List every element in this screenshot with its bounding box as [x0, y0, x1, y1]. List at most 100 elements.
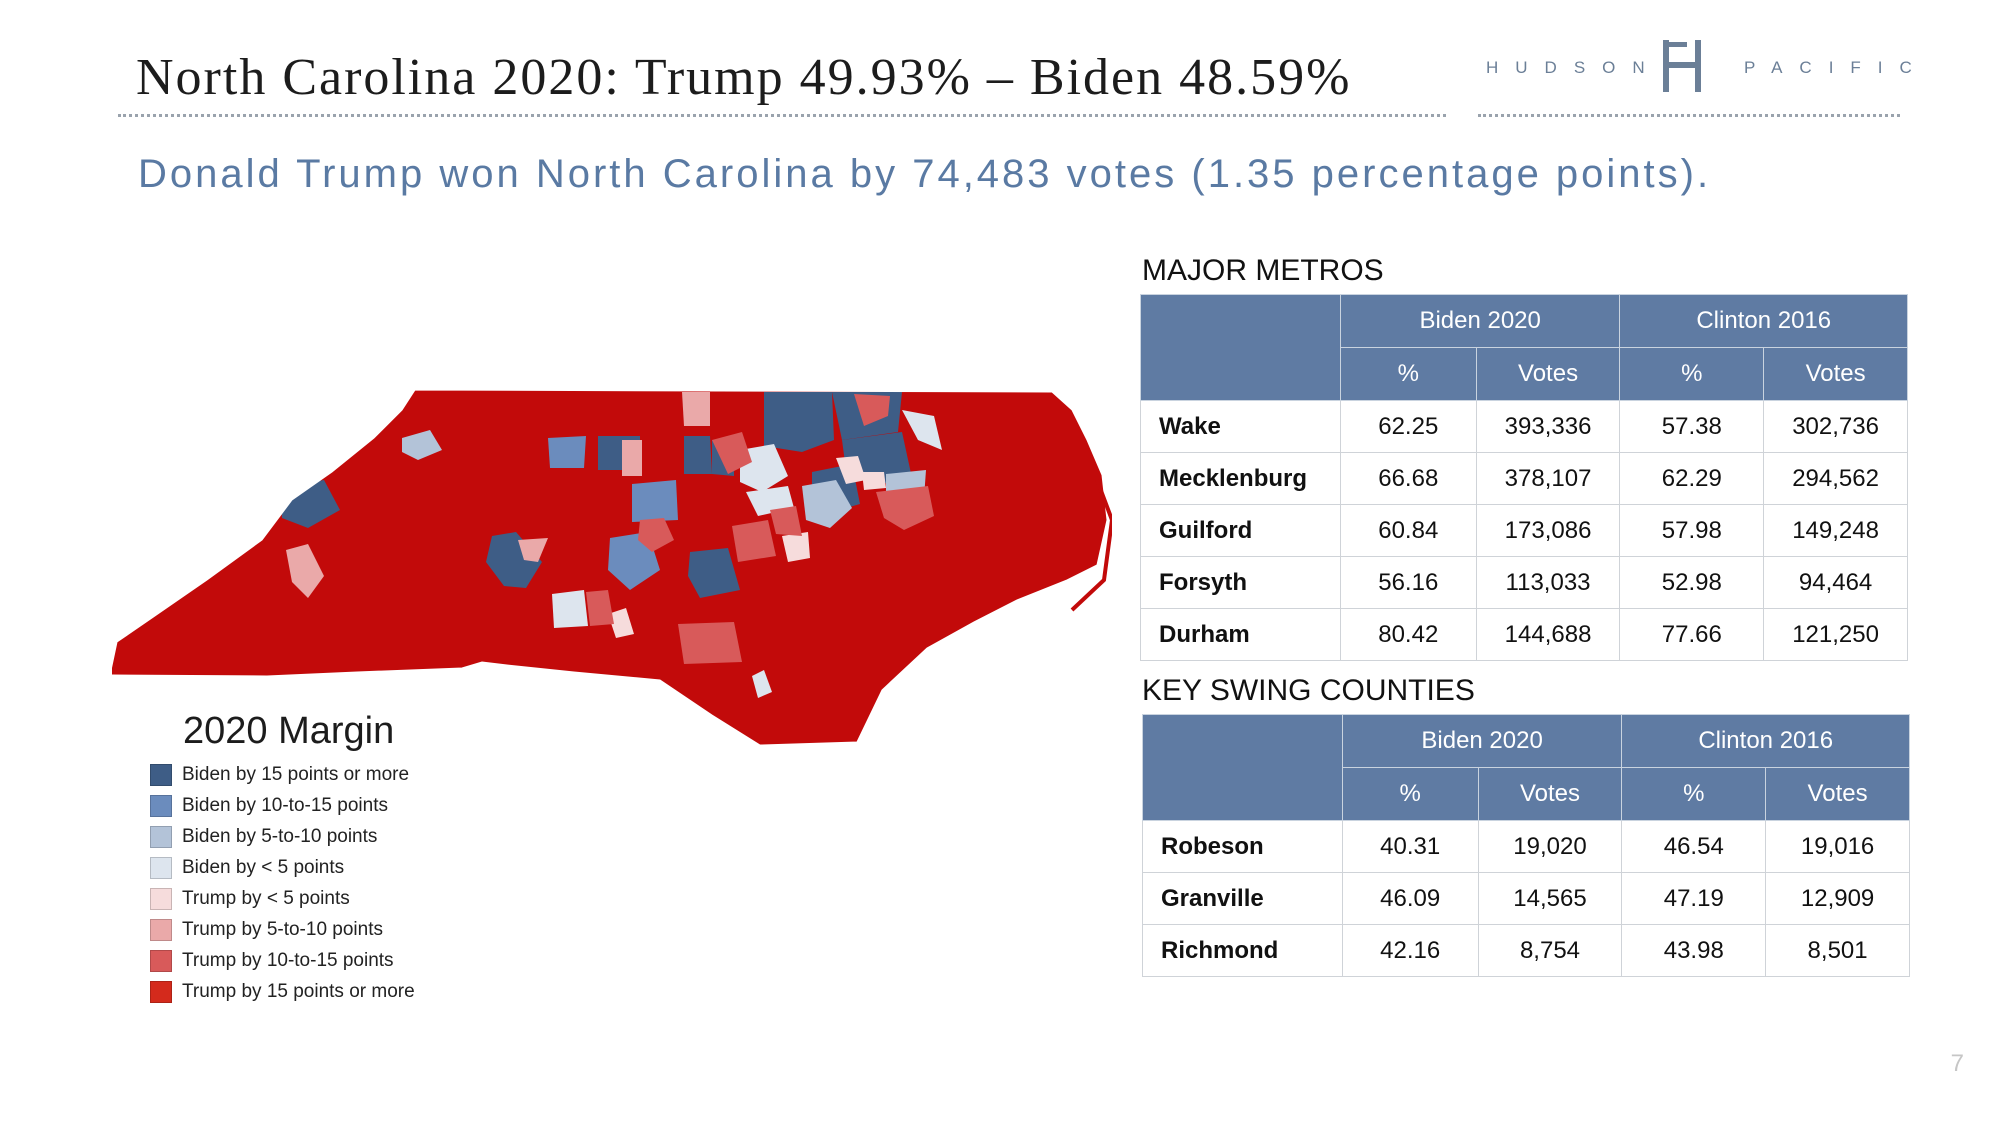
- header-votes: Votes: [1477, 767, 1623, 821]
- header-votes: Votes: [1475, 347, 1621, 401]
- clinton-votes: 8,501: [1765, 924, 1910, 977]
- county-trump5: [518, 538, 548, 562]
- biden-pct: 62.25: [1339, 400, 1477, 453]
- county-name: Robeson: [1142, 820, 1343, 873]
- biden-pct: 60.84: [1339, 504, 1477, 557]
- county-trump10: [638, 518, 674, 552]
- nc-county-map: [112, 389, 1112, 746]
- table-row: Robeson 40.31 19,020 46.54 19,016: [1142, 820, 1910, 873]
- header-votes: Votes: [1765, 767, 1910, 821]
- legend-label: Trump by 10-to-15 points: [182, 949, 394, 971]
- legend-swatch: [150, 887, 172, 910]
- biden-votes: 113,033: [1475, 556, 1621, 609]
- header-pct: %: [1341, 767, 1479, 821]
- county-name: Richmond: [1142, 924, 1343, 977]
- legend-swatch: [150, 980, 172, 1003]
- county-biden15: [764, 392, 834, 452]
- table-row: Granville 46.09 14,565 47.19 12,909: [1142, 872, 1910, 925]
- logo-word-pacific: PACIFIC: [1744, 58, 1929, 77]
- legend-label: Trump by 15 points or more: [182, 980, 415, 1002]
- county-trump0: [782, 532, 810, 562]
- legend-item: Biden by 5-to-10 points: [150, 821, 415, 852]
- county-biden5: [402, 430, 442, 460]
- legend-label: Biden by 10-to-15 points: [182, 794, 388, 816]
- header-blank: [1142, 714, 1343, 821]
- county-trump5: [286, 544, 324, 598]
- county-biden0: [552, 590, 588, 628]
- header-votes: Votes: [1763, 347, 1908, 401]
- biden-pct: 80.42: [1339, 608, 1477, 661]
- header-biden-2020: Biden 2020: [1341, 714, 1623, 768]
- header-biden-2020: Biden 2020: [1339, 294, 1621, 348]
- clinton-votes: 12,909: [1765, 872, 1910, 925]
- metros-title: MAJOR METROS: [1142, 254, 1384, 287]
- biden-votes: 393,336: [1475, 400, 1621, 453]
- clinton-pct: 47.19: [1621, 872, 1767, 925]
- biden-pct: 66.68: [1339, 452, 1477, 505]
- legend-title: 2020 Margin: [183, 710, 395, 752]
- county-trump10: [712, 432, 752, 474]
- county-biden10: [632, 480, 678, 522]
- logo-h-icon: [1663, 40, 1701, 92]
- title-divider: [118, 114, 1446, 117]
- legend-item: Trump by 5-to-10 points: [150, 914, 415, 945]
- legend-label: Biden by 15 points or more: [182, 763, 410, 785]
- clinton-pct: 46.54: [1621, 820, 1767, 873]
- county-biden15: [684, 436, 712, 474]
- county-name: Forsyth: [1140, 556, 1341, 609]
- legend-item: Trump by < 5 points: [150, 883, 415, 914]
- header-pct: %: [1619, 347, 1765, 401]
- county-biden15: [688, 548, 740, 598]
- table-header-row: Biden 2020 Clinton 2016: [1140, 294, 1908, 401]
- legend-item: Biden by < 5 points: [150, 852, 415, 883]
- biden-pct: 40.31: [1341, 820, 1479, 873]
- clinton-votes: 94,464: [1763, 556, 1908, 609]
- header-blank: [1140, 294, 1341, 401]
- legend-label: Trump by < 5 points: [182, 887, 350, 909]
- table-row: Richmond 42.16 8,754 43.98 8,501: [1142, 924, 1910, 977]
- county-trump5: [682, 392, 710, 426]
- metros-table: Biden 2020 Clinton 2016 % Votes % Votes …: [1140, 294, 1908, 661]
- clinton-votes: 121,250: [1763, 608, 1908, 661]
- logo-divider: [1478, 114, 1900, 117]
- state-outline: [112, 389, 1108, 746]
- biden-pct: 56.16: [1339, 556, 1477, 609]
- table-header-row: Biden 2020 Clinton 2016: [1142, 714, 1910, 821]
- table-row: Mecklenburg 66.68 378,107 62.29 294,562: [1140, 452, 1908, 505]
- page-number: 7: [1950, 1050, 1964, 1077]
- clinton-pct: 77.66: [1619, 608, 1765, 661]
- clinton-pct: 52.98: [1619, 556, 1765, 609]
- table-row: Forsyth 56.16 113,033 52.98 94,464: [1140, 556, 1908, 609]
- county-trump10: [678, 622, 742, 664]
- header-clinton-2016: Clinton 2016: [1619, 294, 1908, 348]
- clinton-votes: 19,016: [1765, 820, 1910, 873]
- legend-item: Biden by 15 points or more: [150, 759, 415, 790]
- biden-votes: 173,086: [1475, 504, 1621, 557]
- biden-pct: 42.16: [1341, 924, 1479, 977]
- table-row: Wake 62.25 393,336 57.38 302,736: [1140, 400, 1908, 453]
- biden-votes: 19,020: [1477, 820, 1623, 873]
- county-trump0: [862, 472, 886, 490]
- outer-banks: [1070, 479, 1112, 612]
- page-title: North Carolina 2020: Trump 49.93% – Bide…: [136, 49, 1352, 106]
- legend-swatch: [150, 949, 172, 972]
- swing-table: Biden 2020 Clinton 2016 % Votes % Votes …: [1142, 714, 1910, 977]
- clinton-votes: 302,736: [1763, 400, 1908, 453]
- clinton-pct: 57.38: [1619, 400, 1765, 453]
- county-name: Granville: [1142, 872, 1343, 925]
- county-name: Mecklenburg: [1140, 452, 1341, 505]
- legend-label: Trump by 5-to-10 points: [182, 918, 383, 940]
- county-biden0: [902, 410, 942, 450]
- logo-word-hudson: HUDSON: [1486, 58, 1662, 77]
- clinton-pct: 43.98: [1621, 924, 1767, 977]
- biden-votes: 14,565: [1477, 872, 1623, 925]
- biden-votes: 378,107: [1475, 452, 1621, 505]
- map-legend: 2020 Margin Biden by 15 points or more B…: [150, 710, 415, 1007]
- biden-votes: 8,754: [1477, 924, 1623, 977]
- county-trump10: [732, 520, 776, 562]
- legend-swatch: [150, 794, 172, 817]
- county-trump0: [608, 608, 634, 638]
- clinton-pct: 62.29: [1619, 452, 1765, 505]
- legend-label: Biden by 5-to-10 points: [182, 825, 378, 847]
- county-biden10: [548, 436, 586, 468]
